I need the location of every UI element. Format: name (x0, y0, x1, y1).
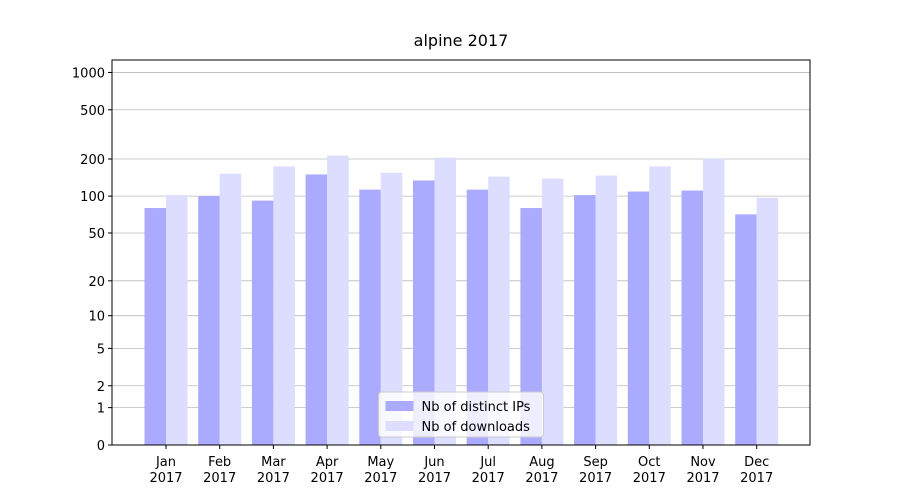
y-tick-label: 10 (88, 310, 105, 325)
y-tick-label: 0 (97, 439, 105, 454)
x-tick-label: Aug 2017 (525, 455, 558, 486)
legend-swatch (385, 401, 414, 411)
bar (219, 173, 242, 446)
bar (488, 176, 510, 445)
bar (574, 195, 596, 445)
legend-label: Nb of downloads (422, 420, 531, 435)
chart-title: alpine 2017 (414, 31, 509, 50)
bar (166, 195, 188, 445)
legend-box (378, 391, 544, 438)
y-tick-label: 1 (97, 402, 105, 417)
y-tick-label: 5 (97, 342, 105, 357)
x-tick-label: Nov 2017 (686, 455, 719, 486)
y-tick-label: 2 (97, 380, 105, 395)
bar (251, 200, 274, 445)
x-tick-label: Jun 2017 (418, 455, 451, 486)
bar (413, 180, 435, 445)
bar (327, 155, 349, 445)
x-tick-label: Feb 2017 (203, 455, 236, 486)
y-tick-label: 500 (80, 104, 105, 119)
y-tick-label: 100 (80, 190, 105, 205)
bar (541, 178, 564, 445)
y-tick-label: 50 (88, 227, 105, 242)
bar (434, 157, 456, 445)
bar (466, 189, 489, 445)
bar (627, 191, 650, 445)
bar (756, 197, 779, 445)
x-tick-label: Jan 2017 (149, 455, 182, 486)
bar (198, 196, 220, 445)
y-tick-label: 200 (80, 153, 105, 168)
x-tick-label: Apr 2017 (311, 455, 344, 486)
y-tick-label: 20 (88, 275, 105, 290)
bar (649, 166, 671, 445)
bar (359, 189, 381, 445)
bar (520, 208, 542, 445)
bar (681, 190, 703, 445)
bar (144, 208, 166, 445)
x-tick-label: May 2017 (364, 455, 397, 486)
plot-frame (111, 59, 811, 446)
x-tick-label: Jul 2017 (472, 455, 505, 486)
bar (703, 158, 725, 445)
x-tick-label: Sep 2017 (579, 455, 612, 486)
bar (595, 175, 618, 445)
x-tick-label: Dec 2017 (740, 455, 773, 486)
bar (380, 172, 403, 445)
y-tick-label: 1000 (72, 66, 105, 81)
bar (305, 174, 328, 446)
legend-swatch (385, 421, 414, 431)
x-tick-label: Mar 2017 (257, 455, 290, 486)
legend-label: Nb of distinct IPs (422, 400, 531, 415)
bar (273, 166, 295, 445)
bar (735, 214, 757, 445)
x-tick-label: Oct 2017 (633, 455, 666, 486)
